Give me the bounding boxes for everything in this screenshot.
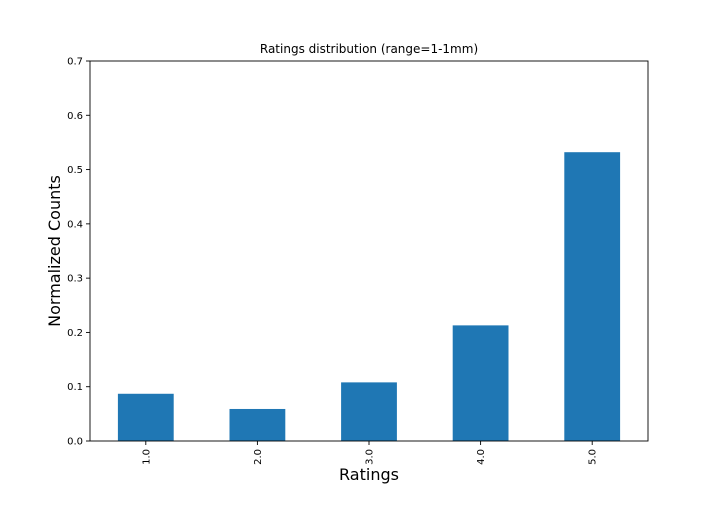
y-tick-label: 0.4: [67, 219, 83, 230]
y-tick-label: 0.2: [67, 328, 83, 339]
bar-3-0: [341, 382, 397, 441]
x-tick-label: 2.0: [253, 449, 264, 465]
bar-5-0: [564, 152, 621, 441]
y-tick-label: 0.7: [67, 57, 83, 68]
x-tick-label: 1.0: [141, 449, 152, 465]
y-axis-label: Normalized Counts: [45, 175, 64, 327]
y-tick-label: 0.5: [67, 165, 83, 176]
y-tick-label: 0.6: [67, 111, 83, 122]
bar-4-0: [452, 325, 509, 441]
x-tick-label: 3.0: [365, 449, 376, 465]
y-axis: 0.0 0.1 0.2 0.3 0.4 0.5 0.6 0.7: [67, 57, 90, 448]
x-axis-label: Ratings: [339, 465, 399, 484]
chart-title: Ratings distribution (range=1-1mm): [260, 42, 478, 56]
bar-1-0: [117, 393, 174, 441]
y-tick-label: 0.0: [67, 437, 83, 448]
y-tick-label: 0.3: [67, 274, 83, 285]
plot-frame: [89, 60, 649, 442]
y-tick-label: 0.1: [67, 382, 83, 393]
x-tick-label: 5.0: [588, 449, 599, 465]
x-axis: 1.0 2.0 3.0 4.0 5.0: [141, 441, 599, 465]
bar-2-0: [229, 408, 286, 441]
x-tick-label: 4.0: [476, 449, 487, 465]
bars-layer: [117, 152, 621, 441]
